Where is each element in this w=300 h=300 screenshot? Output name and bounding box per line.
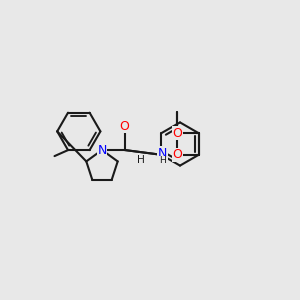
Text: O: O [120, 119, 129, 133]
Text: H: H [137, 155, 145, 165]
Text: N: N [97, 143, 107, 157]
Text: O: O [172, 127, 182, 140]
Text: H: H [159, 156, 166, 165]
Text: O: O [172, 148, 182, 161]
Text: N: N [158, 147, 167, 160]
